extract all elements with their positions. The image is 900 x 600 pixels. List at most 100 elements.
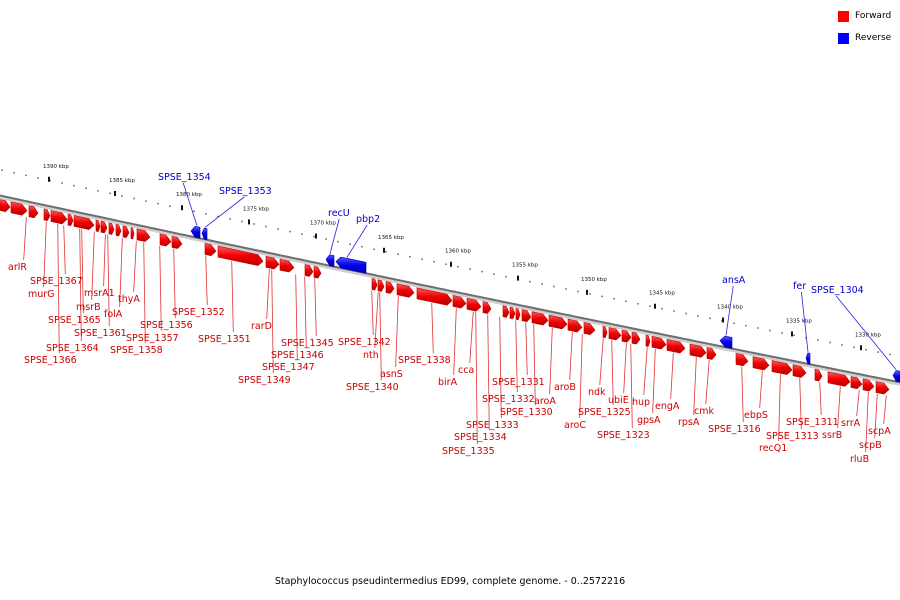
gene-label-spse-1338[interactable]: SPSE_1338 [398, 355, 451, 366]
gene-label-spse-1365[interactable]: SPSE_1365 [48, 315, 101, 326]
label-leader-line [883, 395, 887, 425]
gene-label-spse-1349[interactable]: SPSE_1349 [238, 375, 291, 386]
forward-gene [0, 199, 11, 213]
gene-label-ssrb[interactable]: ssrB [822, 430, 842, 441]
gene-label-spse-1342[interactable]: SPSE_1342 [338, 337, 391, 348]
label-leader-line [741, 366, 744, 423]
label-leader-line [759, 370, 763, 409]
gene-label-spse-1330[interactable]: SPSE_1330 [500, 407, 553, 418]
reverse-gene [190, 225, 201, 239]
gene-label-spse-1361[interactable]: SPSE_1361 [74, 328, 127, 339]
gene-label-spse-1346[interactable]: SPSE_1346 [271, 350, 324, 361]
gene-label-asns[interactable]: asnS [380, 369, 403, 380]
gene-label-spse-1366[interactable]: SPSE_1366 [24, 355, 77, 366]
label-leader-line [173, 248, 176, 319]
gene-label-spse-1334[interactable]: SPSE_1334 [454, 432, 507, 443]
gene-label-ebps[interactable]: ebpS [744, 410, 768, 421]
legend: Forward Reverse [838, 9, 891, 53]
gene-label-spse-1304[interactable]: SPSE_1304 [811, 285, 864, 296]
gene-label-rlub[interactable]: rluB [850, 454, 869, 465]
gene-label-bira[interactable]: birA [438, 377, 458, 388]
gene-label-cmk[interactable]: cmk [694, 406, 714, 417]
gene-label-recu[interactable]: recU [328, 208, 350, 219]
gene-label-spse-1316[interactable]: SPSE_1316 [708, 424, 761, 435]
gene-label-fer[interactable]: fer [793, 281, 806, 292]
gene-label-scpa[interactable]: scpA [868, 426, 891, 437]
forward-gene [666, 339, 686, 354]
forward-gene [396, 283, 415, 298]
gene-label-spse-1311[interactable]: SPSE_1311 [786, 417, 839, 428]
gene-label-recq1[interactable]: recQ1 [759, 443, 787, 454]
reverse-gene [201, 227, 208, 241]
gene-label-gpsa[interactable]: gpsA [637, 415, 661, 426]
gene-label-spse-1323[interactable]: SPSE_1323 [597, 430, 650, 441]
forward-gene [100, 220, 108, 234]
gene-label-spse-1364[interactable]: SPSE_1364 [46, 343, 99, 354]
label-leader-line [725, 285, 734, 336]
gene-label-rpsa[interactable]: rpsA [678, 417, 700, 428]
forward-gene [502, 305, 510, 318]
label-leader-line [611, 340, 614, 406]
forward-gene [28, 205, 39, 219]
gene-label-ubie[interactable]: ubiE [608, 395, 629, 406]
gene-label-srra[interactable]: srrA [841, 418, 861, 429]
tick-label: 1335 kbp [786, 318, 812, 324]
gene-label-spse-1345[interactable]: SPSE_1345 [281, 338, 334, 349]
label-leader-line [43, 221, 47, 288]
label-leader-line [63, 225, 66, 275]
gene-label-spse-1358[interactable]: SPSE_1358 [110, 345, 163, 356]
gene-label-rard[interactable]: rarD [251, 321, 272, 332]
forward-swatch [838, 10, 849, 22]
label-leader-line [499, 317, 502, 419]
gene-label-murg[interactable]: murG [28, 289, 55, 300]
forward-gene [531, 311, 549, 326]
gene-label-spse-1367[interactable]: SPSE_1367 [30, 276, 83, 287]
label-leader-line [91, 231, 95, 301]
label-leader-line [475, 312, 478, 445]
gene-label-nth[interactable]: nth [363, 350, 379, 361]
label-leader-line [304, 276, 307, 349]
gene-label-hup[interactable]: hup [632, 397, 650, 408]
gene-label-spse-1333[interactable]: SPSE_1333 [466, 420, 519, 431]
tick-label: 1365 kbp [378, 235, 404, 241]
gene-label-ansa[interactable]: ansA [722, 275, 746, 286]
gene-label-arlr[interactable]: arlR [8, 262, 27, 273]
gene-label-thya[interactable]: thyA [118, 294, 140, 305]
gene-label-msrb[interactable]: msrB [76, 302, 101, 313]
gene-label-spse-1332[interactable]: SPSE_1332 [482, 394, 535, 405]
forward-gene [482, 301, 492, 314]
label-leader-line [159, 245, 162, 332]
gene-label-spse-1325[interactable]: SPSE_1325 [578, 407, 631, 418]
gene-label-enga[interactable]: engA [655, 401, 680, 412]
forward-gene [95, 219, 101, 232]
gene-label-spse-1351[interactable]: SPSE_1351 [198, 334, 251, 345]
gene-label-cca[interactable]: cca [458, 365, 474, 376]
label-leader-line [231, 261, 234, 333]
gene-label-fola[interactable]: folA [104, 309, 123, 320]
gene-label-pbp2[interactable]: pbp2 [356, 214, 380, 225]
gene-label-spse-1353[interactable]: SPSE_1353 [219, 186, 272, 197]
gene-label-spse-1347[interactable]: SPSE_1347 [262, 362, 315, 373]
gene-label-msra1[interactable]: msrA1 [84, 288, 115, 299]
forward-gene [792, 364, 807, 378]
gene-label-spse-1335[interactable]: SPSE_1335 [442, 446, 495, 457]
gene-label-spse-1357[interactable]: SPSE_1357 [126, 333, 179, 344]
forward-gene [416, 287, 453, 306]
gene-label-spse-1340[interactable]: SPSE_1340 [346, 382, 399, 393]
label-leader-line [395, 296, 399, 368]
gene-label-arob[interactable]: aroB [554, 382, 576, 393]
forward-gene [122, 225, 130, 238]
gene-label-spse-1354[interactable]: SPSE_1354 [158, 172, 211, 183]
gene-label-ndk[interactable]: ndk [588, 387, 606, 398]
label-leaders [23, 182, 897, 453]
gene-label-aroa[interactable]: aroA [534, 396, 556, 407]
gene-label-spse-1352[interactable]: SPSE_1352 [172, 307, 225, 318]
gene-label-spse-1331[interactable]: SPSE_1331 [492, 377, 545, 388]
gene-label-scpb[interactable]: scpB [859, 440, 882, 451]
forward-gene [279, 258, 295, 273]
gene-label-aroc[interactable]: aroC [564, 420, 586, 431]
forward-gene [645, 334, 651, 347]
gene-label-spse-1356[interactable]: SPSE_1356 [140, 320, 193, 331]
forward-gene [602, 325, 608, 339]
gene-label-spse-1313[interactable]: SPSE_1313 [766, 431, 819, 442]
